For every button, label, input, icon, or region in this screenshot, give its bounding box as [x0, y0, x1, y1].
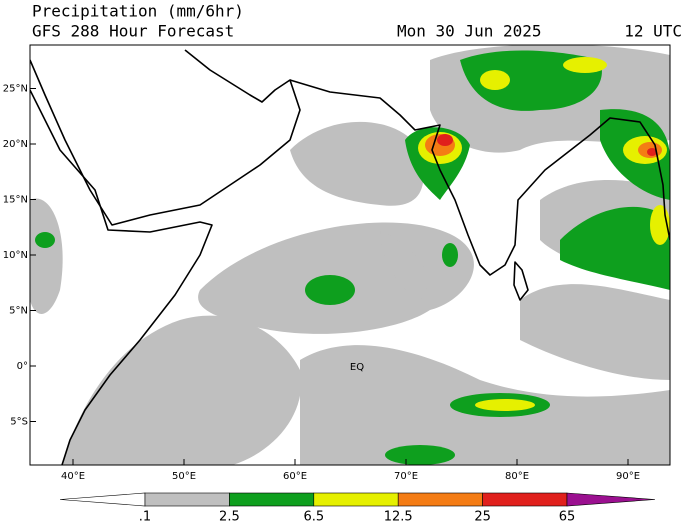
x-tick-label: 70°E	[394, 471, 418, 482]
y-tick-label: 25°N	[3, 84, 28, 95]
x-tick-label: 40°E	[61, 471, 85, 482]
x-tick-label: 60°E	[283, 471, 307, 482]
x-tick-label: 50°E	[172, 471, 196, 482]
colorbar-segment	[397, 492, 483, 507]
colorbar-segment	[482, 492, 568, 507]
colorbar-segment	[229, 492, 315, 507]
precip-extreme	[437, 134, 657, 156]
y-tick-label: 10°N	[3, 250, 28, 261]
date: Mon 30 Jun 2025	[397, 22, 542, 41]
time: 12 UTC	[624, 22, 682, 41]
coastline-arabia	[30, 49, 301, 226]
coastline-africa	[30, 89, 213, 465]
x-tick-label: 80°E	[505, 471, 529, 482]
subtitle: GFS 288 Hour Forecast	[32, 22, 234, 41]
colorbar-label: 25	[474, 510, 491, 525]
axis-ticks: 40°E 50°E 60°E 70°E 80°E 90°E 25°N 20°N 15°N 10°N…	[3, 84, 640, 483]
precip-light	[30, 45, 670, 465]
y-tick-label: 0°	[17, 361, 28, 372]
x-tick-label: 90°E	[616, 471, 640, 482]
colorbar-segment	[313, 492, 399, 507]
coastline-sri-lanka	[513, 261, 529, 301]
equator-label: EQ	[350, 362, 364, 373]
colorbar-label: 12.5	[384, 510, 413, 525]
colorbar-label: .1	[139, 510, 151, 525]
y-tick-label: 20°N	[3, 139, 28, 150]
colorbar: .1 2.5 6.5 12.5 25 65	[59, 492, 656, 525]
colorbar-segment	[144, 492, 230, 507]
colorbar-segment	[59, 492, 146, 507]
colorbar-segment	[566, 492, 656, 507]
colorbar-label: 6.5	[303, 510, 324, 525]
colorbar-label: 2.5	[219, 510, 240, 525]
colorbar-label: 65	[559, 510, 576, 525]
precip-field	[30, 45, 670, 465]
y-tick-label: 5°N	[9, 306, 28, 317]
y-tick-label: 15°N	[3, 195, 28, 206]
y-tick-label: 5°S	[10, 417, 28, 428]
coastline-south-asia	[289, 79, 670, 276]
title: Precipitation (mm/6hr)	[32, 2, 244, 21]
